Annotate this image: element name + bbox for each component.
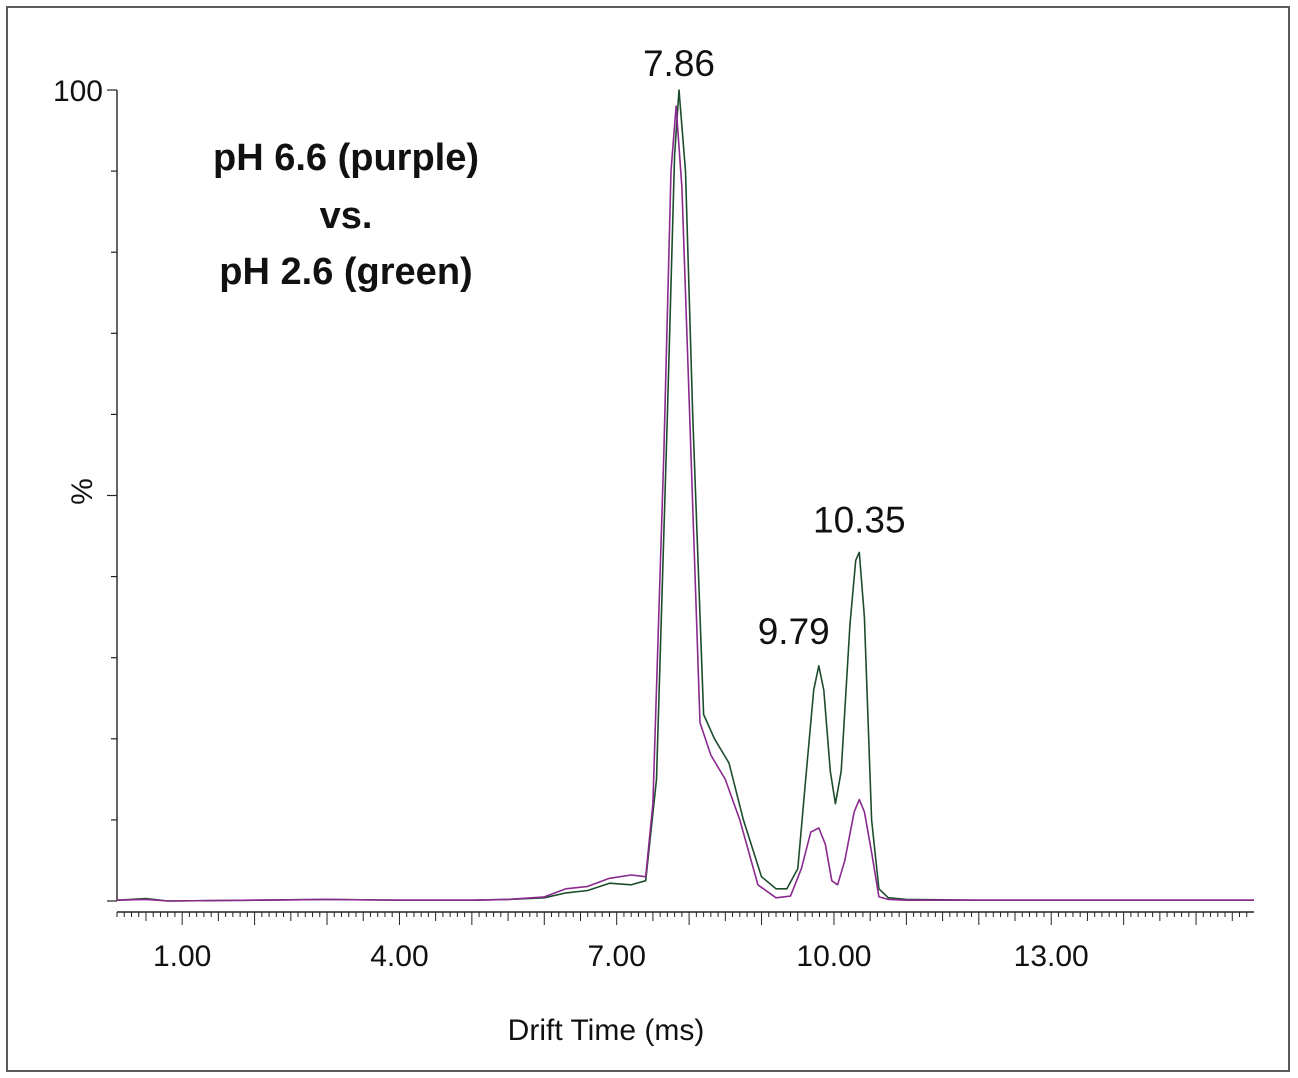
legend-line: pH 2.6 (green)	[219, 251, 472, 293]
peak-label: 9.79	[758, 611, 830, 652]
peak-label: 7.86	[643, 43, 715, 84]
series-group	[116, 89, 1254, 902]
x-tick-label: 10.00	[796, 940, 871, 973]
axes	[116, 90, 1254, 913]
legend-line: pH 6.6 (purple)	[213, 137, 479, 179]
ticks: % 100 1.00 4.00 7.00 10.00 13.00	[53, 75, 1248, 973]
x-tick-label: 1.00	[153, 940, 211, 973]
series-line-purple	[116, 105, 1254, 902]
x-tick-label: 4.00	[370, 940, 428, 973]
x-tick-label: 7.00	[588, 940, 646, 973]
y-tick-label: 100	[53, 75, 103, 108]
chart-legend: pH 6.6 (purple) vs. pH 2.6 (green)	[213, 137, 479, 293]
series-line-green	[116, 89, 1254, 902]
legend-line: vs.	[320, 195, 373, 237]
chart-frame	[6, 6, 1290, 1072]
y-axis-label: %	[66, 478, 99, 505]
peak-label: 10.35	[813, 499, 906, 540]
x-axis-label: Drift Time (ms)	[508, 1014, 705, 1047]
peak-annotations: 7.86 9.79 10.35	[643, 43, 906, 652]
x-tick-label: 13.00	[1014, 940, 1089, 973]
